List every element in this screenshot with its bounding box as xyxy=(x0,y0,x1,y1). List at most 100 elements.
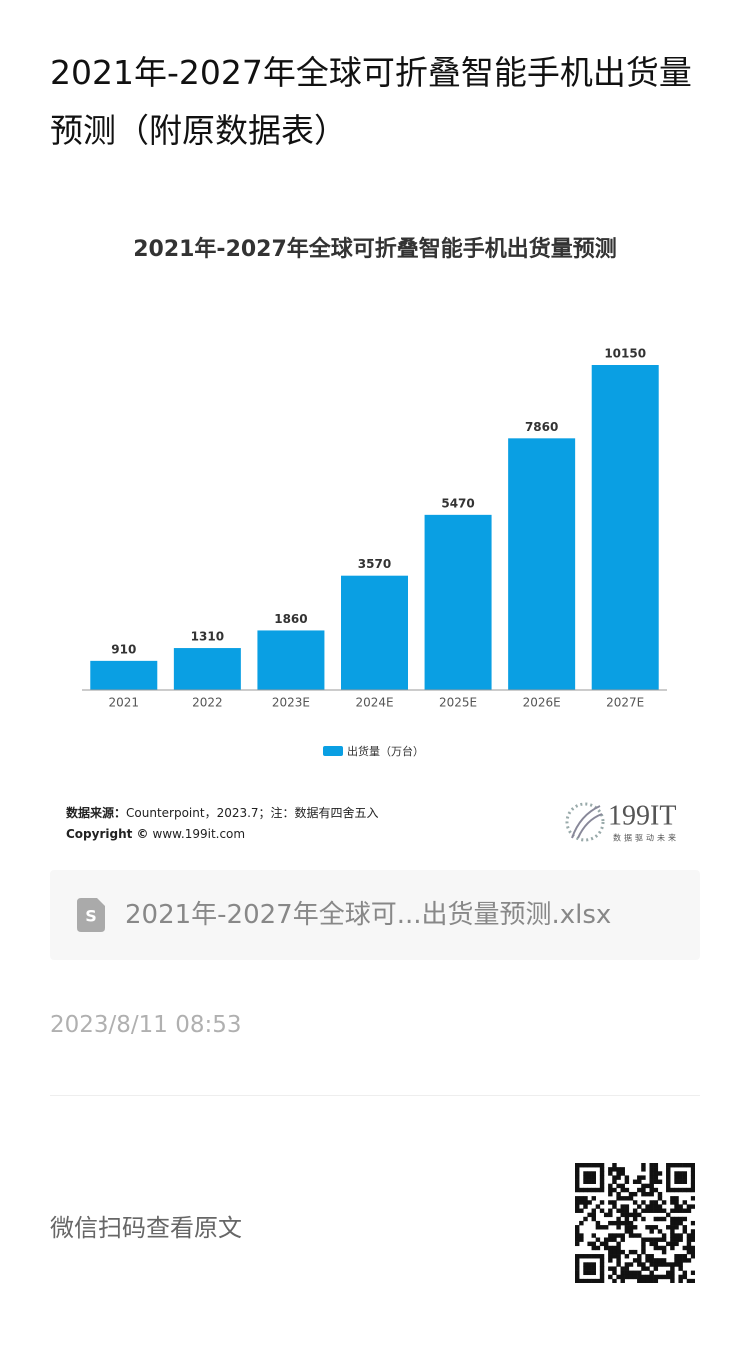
qr-module xyxy=(690,1270,695,1276)
qr-module xyxy=(674,1220,679,1226)
qr-module xyxy=(575,1258,580,1263)
qr-module xyxy=(579,1196,584,1201)
qr-module xyxy=(670,1270,675,1276)
qr-module xyxy=(682,1270,688,1276)
qr-module xyxy=(632,1274,638,1280)
qr-module xyxy=(595,1220,601,1226)
qr-module xyxy=(620,1208,625,1213)
qr-module xyxy=(591,1212,596,1218)
qr-module xyxy=(645,1274,650,1280)
qr-module xyxy=(657,1179,663,1184)
qr-module xyxy=(587,1241,592,1247)
qr-module xyxy=(645,1237,650,1242)
qr-module xyxy=(616,1175,621,1180)
qr-module xyxy=(653,1278,659,1283)
qr-module xyxy=(620,1204,625,1209)
bar xyxy=(591,365,659,690)
qr-module xyxy=(599,1163,605,1168)
qr-module xyxy=(674,1254,679,1259)
data-label: 10150 xyxy=(604,347,646,361)
chart-title: 2021年-2027年全球可折叠智能手机出货量预测 xyxy=(133,236,617,262)
qr-module xyxy=(690,1196,695,1201)
qr-module xyxy=(575,1200,580,1205)
qr-module xyxy=(645,1278,650,1283)
qr-module xyxy=(670,1163,675,1168)
qr-module xyxy=(616,1216,621,1222)
qr-module xyxy=(649,1187,654,1193)
qr-module xyxy=(641,1200,646,1205)
qr-module xyxy=(686,1187,692,1193)
qr-module xyxy=(653,1171,659,1176)
qr-module xyxy=(649,1241,654,1247)
qr-module xyxy=(595,1237,601,1242)
qr-module xyxy=(686,1245,692,1251)
qr-module xyxy=(599,1241,605,1247)
qr-module xyxy=(616,1191,621,1197)
qr-module xyxy=(653,1200,659,1205)
qr-module xyxy=(608,1266,613,1271)
qr-module xyxy=(612,1233,617,1238)
qr-module xyxy=(690,1233,695,1238)
qr-module xyxy=(674,1233,679,1238)
bar xyxy=(508,438,576,690)
qr-module xyxy=(653,1237,659,1242)
qr-module xyxy=(583,1270,588,1276)
qr-module xyxy=(583,1196,588,1201)
qr-module xyxy=(575,1187,580,1193)
qr-module xyxy=(657,1204,663,1209)
qr-module xyxy=(628,1196,634,1201)
qr-module xyxy=(649,1167,654,1172)
qr-module xyxy=(603,1241,609,1247)
qr-module xyxy=(657,1191,663,1197)
qr-module xyxy=(603,1225,609,1230)
qr-module xyxy=(645,1183,650,1189)
qr-module xyxy=(674,1258,679,1263)
qr-module xyxy=(587,1212,592,1218)
qr-module xyxy=(674,1196,679,1201)
qr-module xyxy=(579,1220,584,1226)
qr-module xyxy=(670,1229,675,1234)
qr-module xyxy=(686,1258,692,1263)
qr-module xyxy=(612,1254,617,1259)
qr-module xyxy=(690,1167,695,1172)
qr-code[interactable] xyxy=(575,1163,695,1283)
qr-module xyxy=(612,1245,617,1251)
qr-module xyxy=(591,1196,596,1201)
qr-module xyxy=(641,1187,646,1193)
qr-module xyxy=(666,1262,671,1267)
qr-module xyxy=(624,1208,630,1213)
qr-module xyxy=(666,1183,671,1189)
qr-module xyxy=(599,1175,605,1180)
qr-module xyxy=(649,1200,654,1205)
qr-module xyxy=(595,1278,601,1283)
x-tick-label: 2025E xyxy=(439,696,477,710)
qr-module xyxy=(670,1245,675,1251)
qr-module xyxy=(591,1254,596,1259)
qr-module xyxy=(674,1187,679,1193)
qr-module xyxy=(595,1187,601,1193)
qr-module xyxy=(624,1179,630,1184)
qr-module xyxy=(599,1270,605,1276)
qr-module xyxy=(637,1278,642,1283)
qr-module xyxy=(595,1204,601,1209)
qr-module xyxy=(690,1245,695,1251)
qr-module xyxy=(587,1171,592,1176)
qr-module xyxy=(657,1245,663,1251)
qr-module xyxy=(645,1225,650,1230)
x-tick-label: 2021 xyxy=(109,696,140,710)
qr-module xyxy=(641,1274,646,1280)
attachment[interactable]: S 2021年-2027年全球可...出货量预测.xlsx xyxy=(50,870,700,960)
qr-module xyxy=(620,1278,625,1283)
qr-module xyxy=(661,1258,667,1263)
qr-module xyxy=(666,1225,671,1230)
qr-module xyxy=(682,1225,688,1230)
qr-module xyxy=(620,1167,625,1172)
qr-module xyxy=(657,1208,663,1213)
qr-module xyxy=(624,1175,630,1180)
qr-module xyxy=(682,1187,688,1193)
file-icon: S xyxy=(77,898,105,932)
qr-module xyxy=(682,1171,688,1176)
qr-module xyxy=(595,1245,601,1251)
qr-module xyxy=(641,1191,646,1197)
qr-module xyxy=(632,1216,638,1222)
